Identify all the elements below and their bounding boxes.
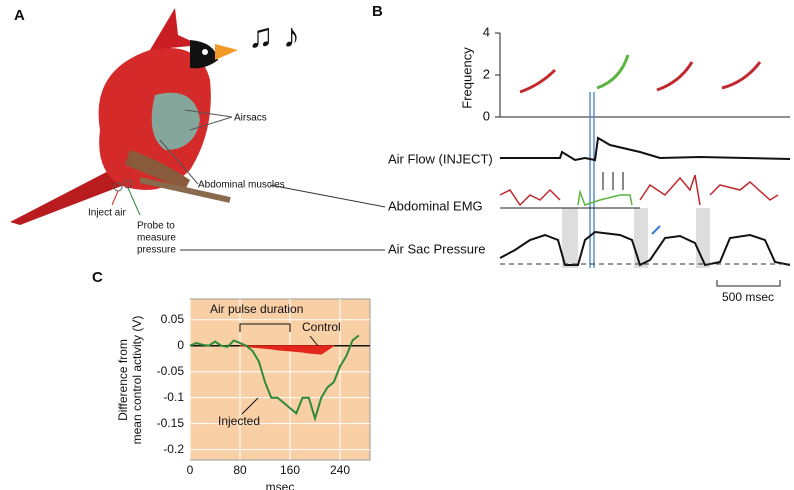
- annotation: Airsacs: [234, 113, 267, 124]
- trace-label: Abdominal EMG: [388, 198, 483, 213]
- y-axis-label: mean control activity (V): [130, 316, 144, 445]
- y-tick-label: 4: [483, 24, 490, 39]
- plot-background: [189, 298, 371, 461]
- y-tick-label: 0: [483, 108, 490, 123]
- annotation: measure: [137, 233, 176, 244]
- airflow-trace: [500, 136, 791, 162]
- y-tick-label: -0.1: [163, 390, 184, 404]
- leader: [241, 397, 259, 415]
- panel-label: B: [372, 3, 383, 20]
- x-tick-label: 160: [280, 463, 300, 477]
- emg-trace: [577, 189, 633, 206]
- series-label: Injected: [218, 414, 260, 428]
- syllables: [519, 54, 762, 94]
- x-tick-label: 0: [187, 463, 194, 477]
- trace-label: Air Sac Pressure: [388, 241, 486, 256]
- y-tick-label: 0: [177, 338, 184, 352]
- y-axis-label: Frequency: [459, 47, 474, 109]
- annotation: Probe to: [137, 221, 175, 232]
- gray-bars: [562, 208, 710, 268]
- line: [189, 334, 360, 422]
- arrow: [651, 225, 661, 235]
- trace-label: Air Flow (INJECT): [388, 151, 493, 166]
- leader: [309, 335, 319, 347]
- emg-trace: [499, 174, 779, 207]
- scale-bar: [716, 280, 781, 287]
- annotation: pressure: [137, 245, 176, 256]
- annotation: Inject air: [88, 208, 126, 219]
- x-tick-label: 80: [233, 463, 247, 477]
- scale-bar-label: 500 msec: [722, 290, 774, 304]
- x-axis-label: msec: [266, 480, 295, 490]
- cardinal-illustration: [10, 8, 386, 251]
- area: [239, 344, 335, 355]
- y-axis-label: Difference from: [116, 339, 130, 421]
- annotation: Abdominal muscles: [198, 180, 285, 191]
- annotation: Air pulse duration: [210, 302, 303, 316]
- pressure-trace: [499, 230, 791, 267]
- y-tick-label: 2: [483, 66, 490, 81]
- arrows: [602, 172, 624, 190]
- series-label: Control: [302, 320, 341, 334]
- panel-label: C: [92, 269, 103, 286]
- y-tick-label: -0.15: [157, 416, 185, 430]
- panel-label: A: [14, 7, 25, 24]
- y-tick-label: 0.05: [161, 312, 185, 326]
- x-tick-label: 240: [330, 463, 350, 477]
- y-tick-label: -0.2: [163, 442, 184, 456]
- bracket: [239, 323, 291, 332]
- music-notes: ♫ ♪: [248, 17, 300, 55]
- y-tick-label: -0.05: [157, 364, 185, 378]
